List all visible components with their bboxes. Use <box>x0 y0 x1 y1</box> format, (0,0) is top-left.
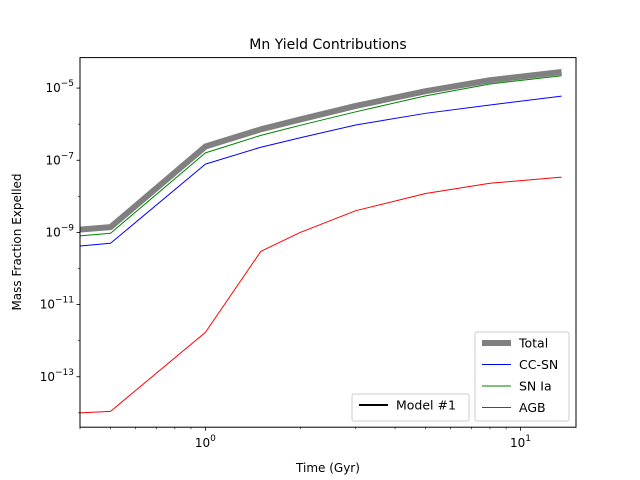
legend-label-sn-ia: SN Ia <box>519 379 552 394</box>
legends: Total CC-SN SN Ia AGB Model #1 <box>351 331 570 422</box>
legend-label-model-1: Model #1 <box>396 398 456 413</box>
chart-title: Mn Yield Contributions <box>249 37 406 53</box>
plot-frame <box>79 57 577 428</box>
legend-model-frame <box>351 393 470 422</box>
series-line-cc-sn <box>79 95 562 247</box>
series-line-total <box>79 68 562 233</box>
legend-label-cc-sn: CC-SN <box>519 357 558 372</box>
legend-series: Total CC-SN SN Ia AGB <box>474 331 570 422</box>
legend-label-agb: AGB <box>519 400 546 415</box>
series-line-sn-ia <box>79 75 562 237</box>
series-line-agb <box>79 176 562 414</box>
plot-lines <box>79 68 562 414</box>
x-axis-label: Time (Gyr) <box>295 461 360 475</box>
legend-series-frame <box>474 331 570 422</box>
legend-model: Model #1 <box>351 393 470 422</box>
legend-label-total: Total <box>518 336 548 351</box>
y-axis-label: Mass Fraction Expelled <box>10 173 24 310</box>
